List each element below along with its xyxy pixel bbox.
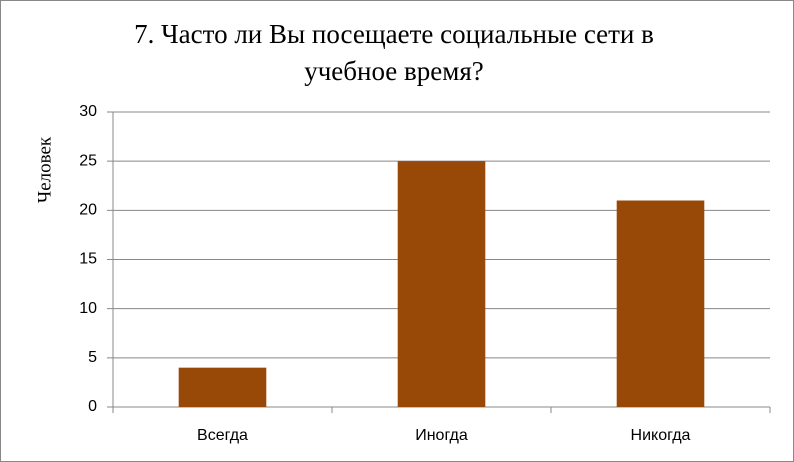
y-tick-label: 0 bbox=[88, 398, 97, 415]
x-tick-label: Иногда bbox=[415, 427, 468, 444]
y-axis-label: Человек bbox=[34, 136, 55, 203]
y-tick-label: 25 bbox=[79, 152, 97, 169]
bar bbox=[178, 367, 267, 407]
y-tick-label: 15 bbox=[79, 251, 97, 268]
y-tick-label: 10 bbox=[79, 300, 97, 317]
bar bbox=[397, 161, 486, 407]
x-tick-label: Всегда bbox=[197, 427, 248, 444]
x-tick-label: Никогда bbox=[631, 427, 691, 444]
chart-title: 7. Часто ли Вы посещаете социальные сети… bbox=[134, 19, 654, 86]
y-tick-label: 20 bbox=[79, 202, 97, 219]
y-tick-label: 30 bbox=[79, 103, 97, 120]
y-tick-label: 5 bbox=[88, 349, 97, 366]
bar bbox=[616, 200, 705, 407]
